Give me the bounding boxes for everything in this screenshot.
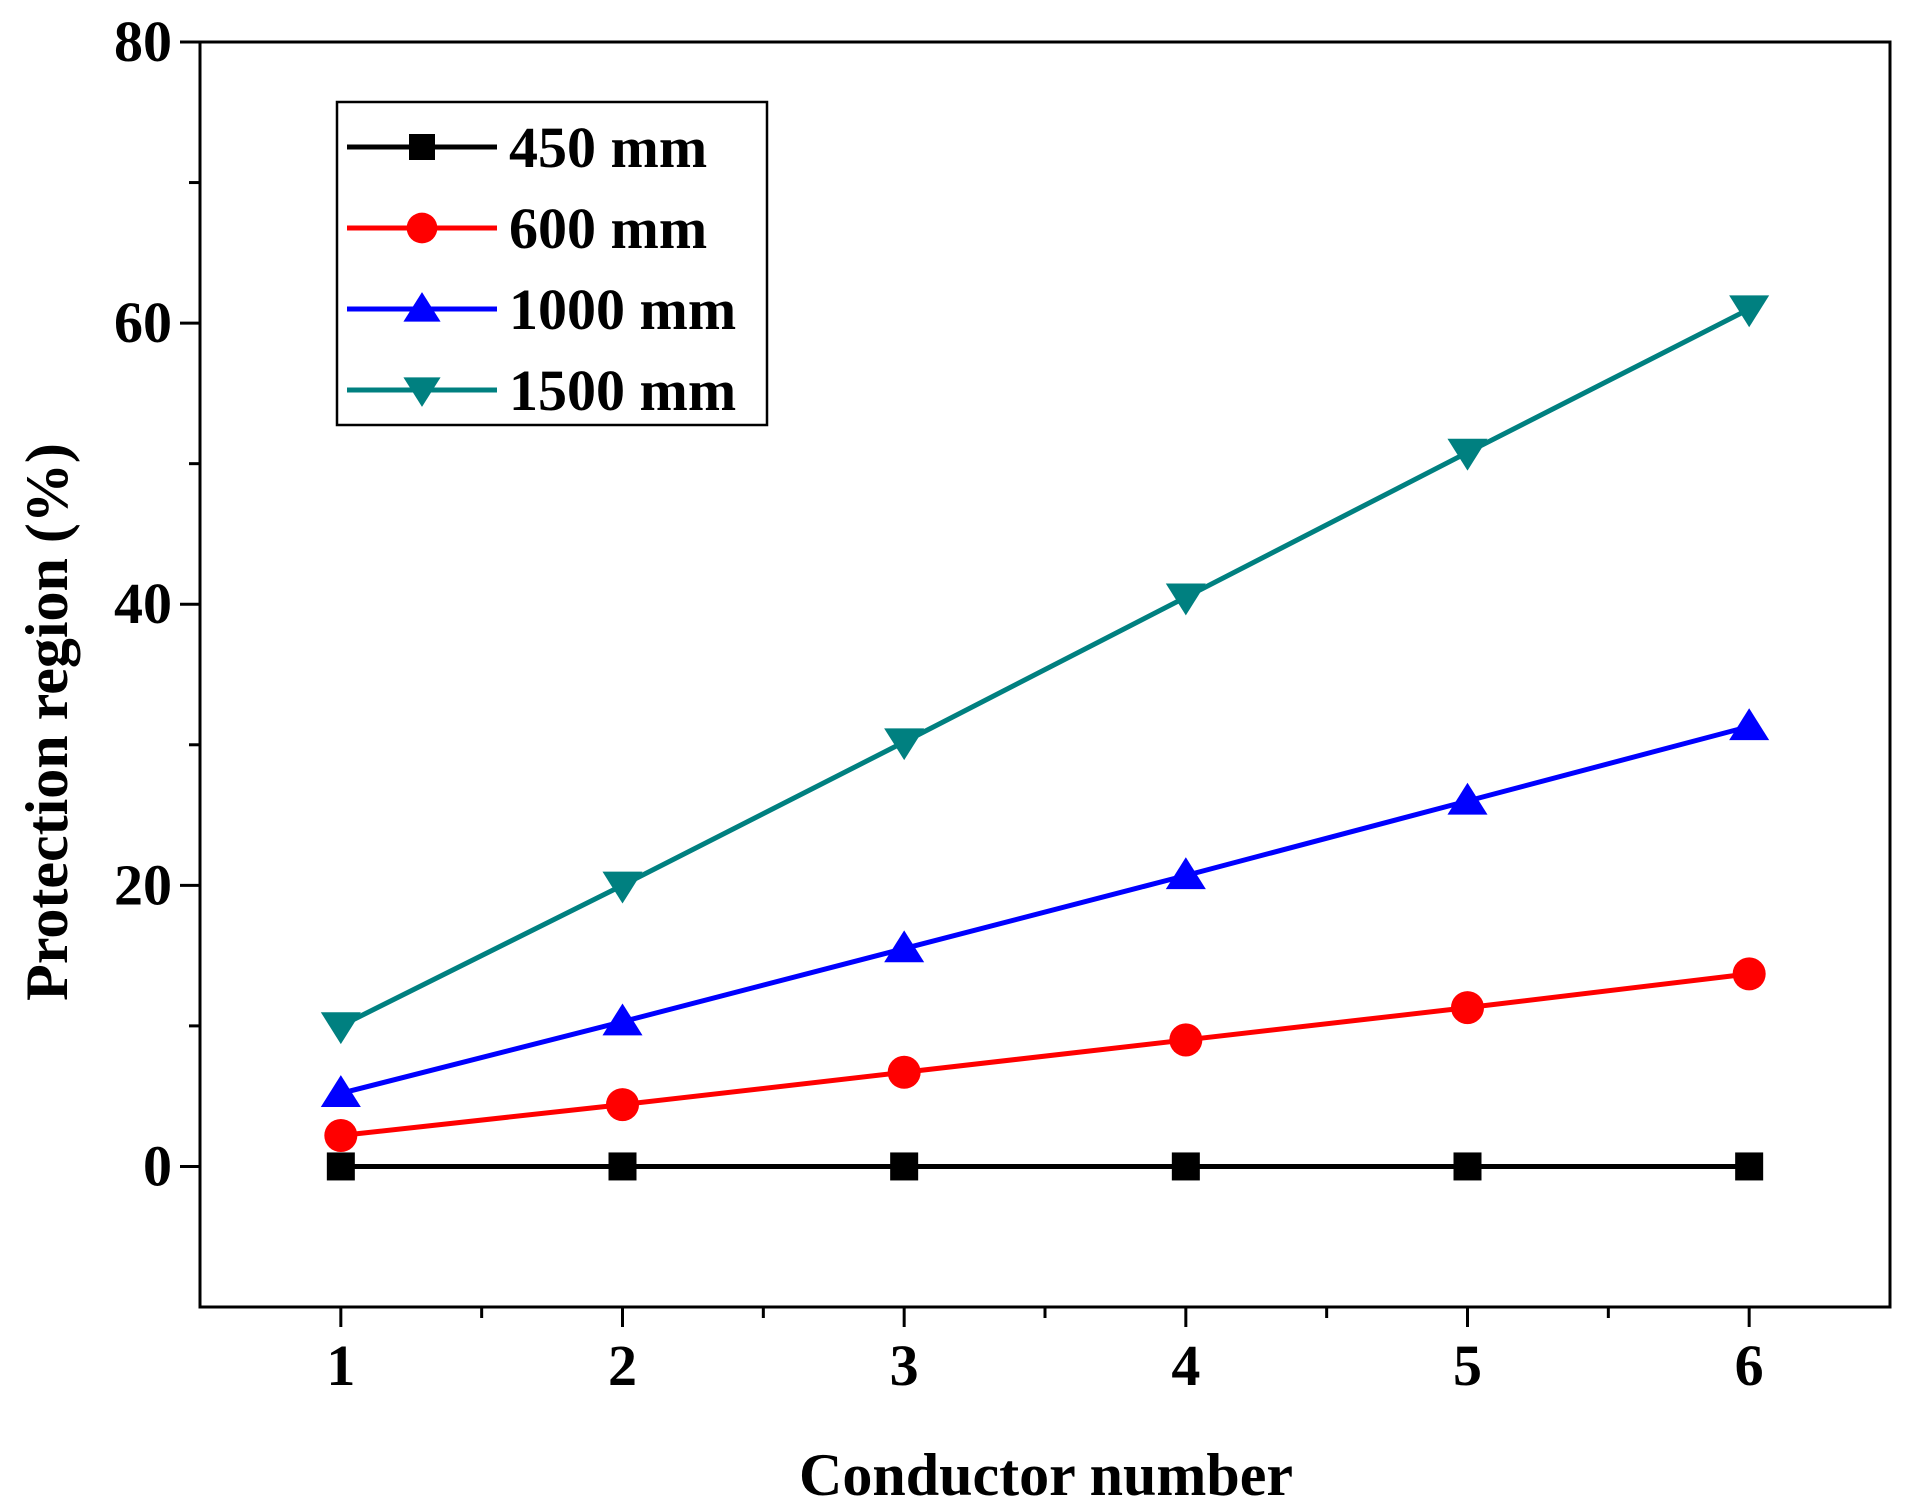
y-axis-title: Protection region (%) [14, 443, 80, 1001]
x-tick-label: 4 [1171, 1333, 1200, 1398]
legend-marker [406, 212, 438, 244]
data-point [1165, 583, 1206, 616]
data-point [887, 1055, 921, 1089]
data-point [1453, 1152, 1482, 1181]
x-axis-title: Conductor number [799, 1442, 1293, 1508]
x-tick-label: 6 [1735, 1333, 1764, 1398]
data-point [602, 871, 643, 904]
data-point [608, 1152, 637, 1181]
y-tick-label: 20 [114, 852, 172, 917]
legend-label: 1500 mm [509, 358, 736, 423]
data-point [1447, 782, 1488, 815]
data-point [1447, 438, 1488, 471]
data-point [1735, 1152, 1764, 1181]
data-point [1732, 957, 1766, 991]
legend-marker [403, 292, 441, 322]
legend-entry: 450 mm [347, 115, 707, 180]
x-tick-label: 1 [326, 1333, 355, 1398]
data-point [324, 1119, 358, 1153]
legend-label: 600 mm [509, 196, 707, 261]
plot-area [320, 295, 1770, 1181]
series-450-mm [326, 1152, 1764, 1181]
series-line [340, 724, 1750, 1096]
series-1000-mm [320, 708, 1770, 1108]
x-tick-label: 5 [1453, 1333, 1482, 1398]
data-point [605, 1088, 640, 1122]
legend: 450 mm 600 mm 1000 mm 1500 mm [335, 100, 769, 427]
legend-label: 1000 mm [509, 277, 736, 342]
data-point [1729, 708, 1770, 741]
y-tick-label: 0 [143, 1133, 172, 1198]
data-point [884, 728, 925, 761]
y-tick-label: 60 [114, 290, 172, 355]
legend-box [335, 100, 769, 427]
x-tick-label: 3 [890, 1333, 919, 1398]
data-point [602, 1003, 643, 1036]
y-tick-label: 80 [114, 9, 172, 74]
data-point [1450, 991, 1485, 1025]
data-point [320, 1012, 361, 1045]
y-tick-label: 40 [114, 571, 172, 636]
legend-marker [409, 134, 435, 160]
legend-entry: 1500 mm [347, 358, 736, 423]
data-point [890, 1152, 919, 1181]
legend-entry: 1000 mm [347, 277, 736, 342]
series-1500-mm [320, 295, 1770, 1045]
series-line [340, 971, 1750, 1139]
legend-marker [403, 377, 441, 407]
data-point [884, 930, 925, 963]
data-point [1729, 295, 1770, 328]
data-point [1171, 1152, 1200, 1181]
data-point [1169, 1023, 1203, 1057]
x-tick-label: 2 [608, 1333, 637, 1398]
legend-label: 450 mm [509, 115, 707, 180]
data-point [320, 1075, 361, 1108]
series-line [339, 306, 1751, 1029]
data-point [326, 1152, 355, 1181]
data-point [1165, 857, 1206, 890]
legend-entry: 600 mm [347, 196, 707, 261]
series-600-mm [324, 957, 1766, 1153]
